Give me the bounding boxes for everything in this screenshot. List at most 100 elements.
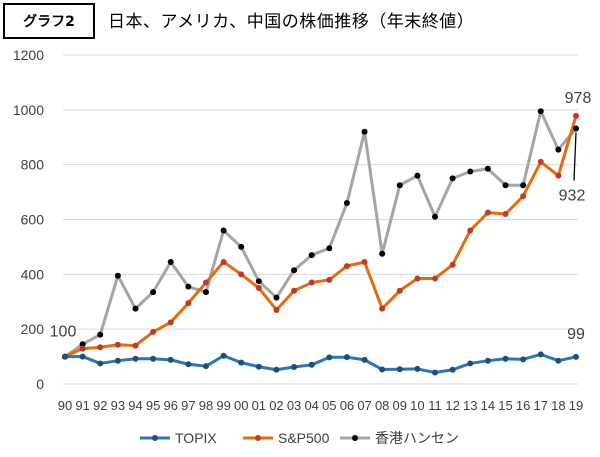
data-label: 100 — [50, 324, 77, 341]
data-point — [202, 279, 209, 286]
x-tick-label: 06 — [340, 398, 354, 413]
data-point — [79, 345, 86, 352]
data-point — [220, 227, 227, 234]
data-point — [537, 108, 544, 115]
data-point — [537, 351, 544, 358]
x-tick-label: 00 — [234, 398, 248, 413]
data-point — [150, 289, 157, 296]
data-point — [573, 125, 579, 132]
data-point — [396, 287, 403, 294]
x-tick-label: 14 — [481, 398, 495, 413]
data-point — [432, 275, 439, 282]
data-label: 978 — [565, 90, 592, 107]
data-point — [150, 355, 157, 362]
x-tick-label: 99 — [216, 398, 230, 413]
data-point — [97, 344, 104, 351]
x-tick-label: 16 — [516, 398, 530, 413]
data-point — [167, 258, 174, 265]
legend-label: 香港ハンセン — [375, 430, 459, 446]
x-tick-label: 01 — [252, 398, 266, 413]
data-point — [361, 258, 368, 265]
x-tick-label: 07 — [357, 398, 371, 413]
data-label: 932 — [559, 187, 586, 204]
data-point — [255, 285, 262, 292]
data-point — [167, 356, 174, 363]
x-tick-label: 94 — [128, 398, 142, 413]
x-tick-label: 92 — [93, 398, 107, 413]
data-point — [379, 305, 386, 312]
x-tick-label: 10 — [410, 398, 424, 413]
data-point — [379, 366, 386, 373]
x-tick-label: 18 — [551, 398, 565, 413]
x-tick-label: 02 — [269, 398, 283, 413]
data-point — [520, 182, 527, 189]
data-point — [220, 352, 227, 359]
data-point — [414, 365, 421, 372]
data-point — [396, 366, 403, 373]
y-tick-label: 1000 — [13, 102, 44, 118]
data-point — [502, 355, 509, 362]
y-tick-label: 400 — [21, 266, 45, 282]
data-point — [343, 263, 350, 270]
y-axis: 0 200 400 600 800 1000 1200 — [13, 47, 44, 392]
x-tick-label: 17 — [534, 398, 548, 413]
data-point — [520, 356, 527, 363]
data-point — [573, 112, 579, 119]
data-point — [132, 305, 139, 312]
series-layer — [62, 108, 579, 376]
x-tick-label: 90 — [58, 398, 72, 413]
data-point — [520, 193, 527, 200]
data-point — [114, 357, 121, 364]
y-tick-label: 600 — [21, 212, 45, 228]
data-label: 99 — [567, 326, 585, 343]
annotation-layer: 100 99 978 932 — [50, 90, 592, 343]
x-tick-label: 08 — [375, 398, 389, 413]
data-point — [220, 258, 227, 265]
data-point — [449, 261, 456, 268]
data-point — [326, 245, 333, 252]
data-point — [502, 182, 509, 189]
x-tick-label: 97 — [181, 398, 195, 413]
data-point — [185, 283, 192, 290]
x-tick-label: 05 — [322, 398, 336, 413]
chart-badge: グラフ2 — [3, 3, 95, 39]
data-point — [361, 356, 368, 363]
data-point — [273, 294, 280, 301]
data-point — [414, 172, 421, 179]
x-tick-label: 12 — [445, 398, 459, 413]
legend-marker — [255, 435, 261, 441]
data-point — [291, 364, 298, 371]
series-line — [64, 109, 578, 358]
data-point — [291, 267, 298, 274]
legend-label: S&P500 — [278, 430, 330, 446]
data-point — [379, 250, 386, 257]
data-point — [79, 353, 86, 360]
data-point — [396, 182, 403, 189]
data-point — [467, 360, 474, 367]
x-tick-label: 93 — [111, 398, 125, 413]
y-tick-label: 0 — [36, 376, 44, 392]
data-point — [308, 361, 315, 368]
data-point — [326, 276, 333, 283]
data-point — [432, 369, 439, 376]
data-point — [185, 361, 192, 368]
data-point — [555, 146, 562, 153]
data-point — [114, 272, 121, 279]
data-point — [291, 287, 298, 294]
x-tick-label: 95 — [146, 398, 160, 413]
data-point — [238, 243, 245, 250]
data-point — [132, 342, 139, 349]
x-tick-label: 11 — [428, 398, 442, 413]
series-line — [65, 352, 577, 374]
data-point — [97, 331, 104, 338]
x-tick-label: 96 — [163, 398, 177, 413]
leader-line — [573, 132, 577, 181]
x-tick-label: 91 — [75, 398, 89, 413]
data-point — [484, 165, 491, 172]
data-point — [361, 128, 368, 135]
data-point — [467, 227, 474, 234]
data-point — [414, 275, 421, 282]
legend: TOPIX S&P500 香港ハンセン — [140, 430, 459, 446]
data-point — [132, 355, 139, 362]
